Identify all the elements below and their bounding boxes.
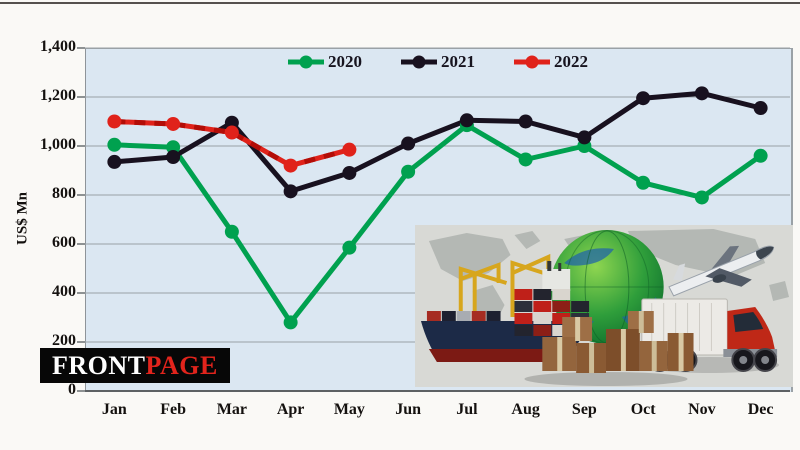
y-tick-label-0: 0 (68, 381, 76, 398)
point-2021-may (342, 165, 357, 180)
point-2020-mar (224, 224, 239, 239)
frontpage-logo-front-text: FRONT (52, 350, 146, 380)
series-line-dash-2022 (114, 119, 351, 169)
legend-item-2022: 2022 (513, 52, 588, 72)
point-2021-jun (401, 136, 416, 151)
point-2021-dec (753, 101, 768, 116)
y-tick-label-200: 200 (52, 332, 76, 349)
legend-label-2021: 2021 (441, 52, 475, 71)
point-2021-oct (636, 91, 651, 106)
x-tick-label-dec: Dec (747, 401, 774, 418)
point-2022-jan (107, 114, 122, 129)
y-tick-label-800: 800 (52, 185, 76, 202)
cardboard-boxes-icon (524, 311, 694, 386)
point-2021-mar (224, 115, 239, 130)
point-2021-aug (518, 114, 533, 129)
point-2021-feb (166, 150, 181, 165)
global-trade-collage (415, 225, 793, 387)
point-2020-jan (107, 137, 122, 152)
x-tick-label-jul: Jul (456, 401, 478, 418)
series-line-2021 (111, 90, 764, 194)
legend-item-2020: 2020 (287, 52, 362, 72)
chart-legend: 2020 2021 2022 (85, 49, 790, 75)
x-tick-label-jun: Jun (395, 401, 422, 418)
legend-item-2021: 2021 (400, 52, 475, 72)
x-tick-label-apr: Apr (276, 401, 305, 418)
point-2021-nov (694, 86, 709, 101)
point-2020-aug (518, 152, 533, 167)
point-2021-jul (459, 113, 474, 128)
point-2022-may (342, 142, 357, 157)
point-2020-dec (753, 148, 768, 163)
point-2021-jan (107, 154, 122, 169)
point-2022-feb (166, 116, 181, 131)
point-2020-apr (283, 315, 298, 330)
x-tick-label-mar: Mar (216, 401, 247, 418)
legend-marker-2021 (401, 55, 437, 69)
point-2020-may (342, 240, 357, 255)
legend-label-2022: 2022 (554, 52, 588, 71)
series-line-2020 (111, 122, 764, 325)
legend-marker-2022 (514, 55, 550, 69)
y-tick-label-1000: 1,000 (40, 136, 76, 153)
point-2022-apr (283, 158, 298, 173)
frontpage-logo-page-text: PAGE (145, 350, 218, 380)
point-2020-feb (166, 140, 181, 155)
point-2021-sep (577, 130, 592, 145)
legend-marker-2020 (288, 55, 324, 69)
x-tick-label-sep: Sep (571, 401, 597, 418)
x-tick-label-oct: Oct (630, 401, 656, 418)
y-tick-label-400: 400 (52, 283, 76, 300)
point-2020-oct (636, 175, 651, 190)
y-tick-label-600: 600 (52, 234, 76, 251)
x-tick-label-may: May (333, 401, 365, 418)
y-tick-label-1400: 1,400 (40, 38, 76, 55)
x-tick-label-aug: Aug (511, 401, 540, 418)
point-2021-apr (283, 184, 298, 199)
point-2020-jun (401, 164, 416, 179)
point-2022-mar (224, 125, 239, 140)
x-tick-label-nov: Nov (688, 401, 716, 418)
y-tick-label-1200: 1,200 (40, 87, 76, 104)
legend-label-2020: 2020 (328, 52, 362, 71)
top-rule (0, 2, 800, 4)
point-2020-nov (694, 190, 709, 205)
x-tick-label-feb: Feb (160, 401, 187, 418)
frontpage-logo: FRONT PAGE (40, 348, 230, 383)
x-tick-label-jan: Jan (101, 401, 127, 418)
airplane-icon (668, 245, 775, 297)
